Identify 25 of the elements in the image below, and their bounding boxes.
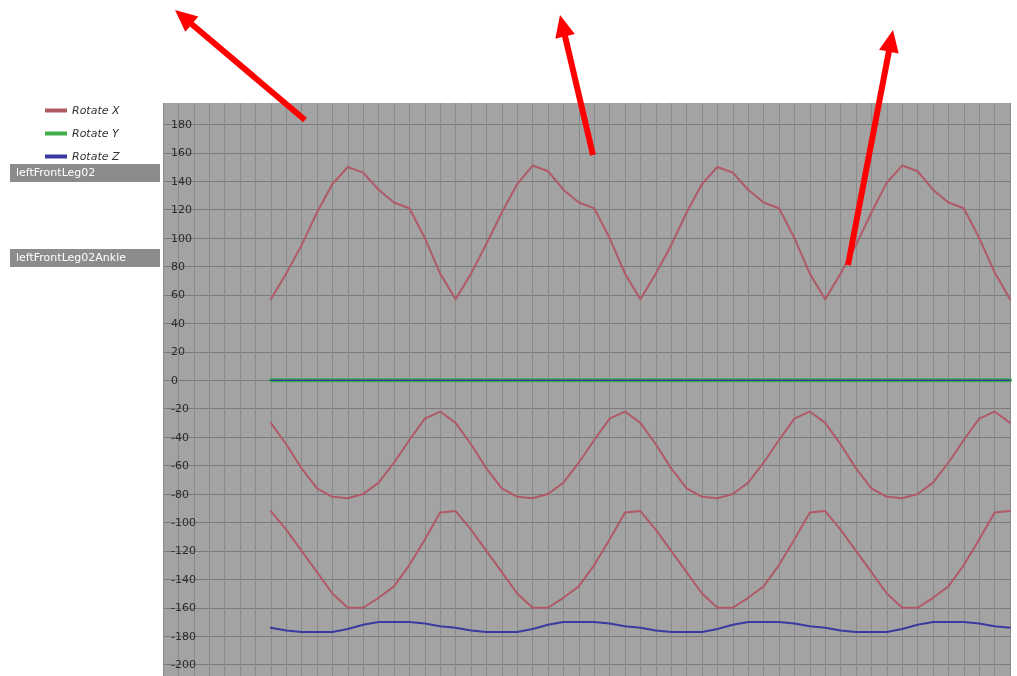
- y-tick-label: -80: [171, 487, 189, 501]
- legend-label: Rotate X: [72, 104, 120, 117]
- legend-label: Rotate Y: [72, 127, 120, 140]
- y-tick-label: 80: [171, 260, 185, 274]
- y-tick-label: -200: [171, 658, 196, 672]
- y-tick-label: 160: [171, 146, 192, 160]
- y-tick-label: 180: [171, 117, 192, 131]
- y-tick-label: 140: [171, 174, 192, 188]
- text: leftFrontLeg02: [16, 166, 96, 179]
- y-tick-label: -140: [171, 572, 196, 586]
- y-tick-label: 40: [171, 316, 185, 330]
- y-tick-label: -120: [171, 544, 196, 558]
- legend-label: Rotate Z: [72, 150, 120, 163]
- text: leftFrontLeg02Ankle: [16, 251, 127, 264]
- y-tick-label: 120: [171, 203, 192, 217]
- y-tick-label: -60: [171, 459, 189, 473]
- y-tick-label: -20: [171, 402, 189, 416]
- y-tick-label: -180: [171, 629, 196, 643]
- y-tick-label: 100: [171, 231, 192, 245]
- y-tick-label: -100: [171, 515, 196, 529]
- y-tick-label: -160: [171, 601, 196, 615]
- y-tick-label: -40: [171, 430, 189, 444]
- y-tick-label: 0: [171, 373, 178, 387]
- y-tick-label: 20: [171, 345, 185, 359]
- y-tick-label: 60: [171, 288, 185, 302]
